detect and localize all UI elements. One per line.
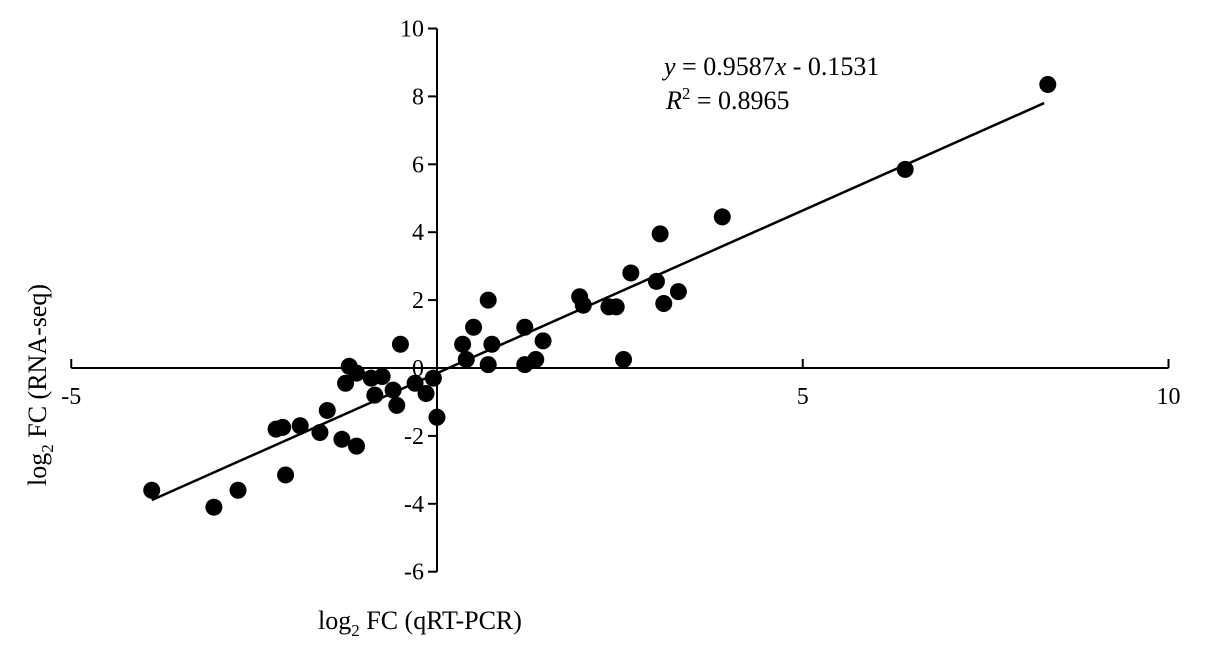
data-point (655, 294, 673, 312)
data-point (267, 420, 285, 438)
x-axis-title: log2 FC (qRT-PCR) (318, 606, 522, 640)
data-point (713, 208, 731, 226)
data-point (651, 225, 669, 243)
x-tick-label: 5 (797, 384, 809, 410)
y-tick-label: -4 (404, 492, 424, 518)
data-point (333, 430, 351, 448)
data-point (479, 356, 497, 374)
data-point (311, 424, 329, 442)
data-point (205, 498, 223, 516)
data-point (366, 386, 384, 404)
data-point (896, 160, 914, 178)
y-tick-label: 2 (412, 288, 424, 314)
x-tick-label: 10 (1157, 384, 1181, 410)
data-point (229, 481, 247, 499)
y-tick-label: -2 (404, 424, 424, 450)
y-tick-label: 8 (412, 84, 424, 110)
data-point (615, 351, 633, 369)
data-point (291, 417, 309, 435)
data-point (527, 351, 545, 369)
data-point (516, 318, 534, 336)
data-point (647, 272, 665, 290)
data-point (373, 367, 391, 385)
data-point (1039, 76, 1057, 94)
data-point (348, 364, 366, 382)
data-point (622, 264, 640, 282)
data-point (483, 335, 501, 353)
data-point (428, 408, 446, 426)
y-tick-label: 6 (412, 152, 424, 178)
data-point (479, 291, 497, 309)
data-point (143, 481, 161, 499)
data-point (465, 318, 483, 336)
data-points (143, 76, 1057, 516)
data-point (534, 332, 552, 350)
data-point (348, 437, 366, 455)
data-point (424, 369, 442, 387)
data-point (337, 374, 355, 392)
data-point (277, 466, 295, 484)
data-point (454, 335, 472, 353)
y-tick-label: -6 (404, 560, 424, 586)
data-point (574, 296, 592, 314)
data-point (607, 298, 625, 316)
regression-equation: y = 0.9587x - 0.1531 (661, 52, 879, 81)
r-squared-label: R2 = 0.8965 (665, 84, 790, 115)
data-point (384, 381, 402, 399)
data-point (669, 283, 687, 301)
x-tick-label: -5 (61, 384, 81, 410)
y-tick-label: 10 (400, 17, 424, 43)
y-axis-title: log2 FC (RNA-seq) (23, 284, 57, 486)
data-point (391, 335, 409, 353)
data-point (388, 396, 406, 414)
data-point (417, 384, 435, 402)
data-point (406, 374, 424, 392)
data-point (457, 351, 475, 369)
data-point (318, 401, 336, 419)
y-tick-label: 4 (412, 220, 424, 246)
